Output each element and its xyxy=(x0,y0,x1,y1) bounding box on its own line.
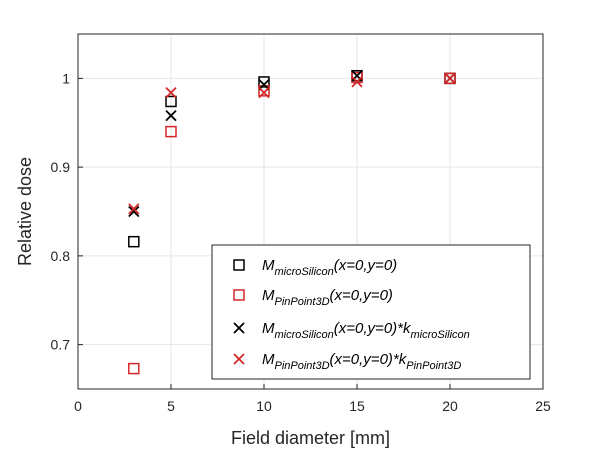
legend-marker-4 xyxy=(233,353,245,365)
data-points xyxy=(128,69,456,375)
legend-entry-3: MmicroSilicon(x=0,y=0)*kmicroSilicon xyxy=(262,320,470,341)
legend-text-main: M xyxy=(262,351,275,368)
x-axis-label: Field diameter [mm] xyxy=(231,428,390,448)
legend-entry-2: MPinPoint3D(x=0,y=0) xyxy=(262,287,393,308)
legend-marker-2 xyxy=(233,289,245,301)
x-tick-label: 15 xyxy=(349,398,365,414)
data-point-series-1 xyxy=(128,235,140,248)
legend-entry-4: MPinPoint3D(x=0,y=0)*kPinPoint3D xyxy=(262,351,461,372)
data-point-series-3 xyxy=(258,78,270,91)
y-tick-label: 1 xyxy=(62,70,70,86)
data-point-series-4 xyxy=(258,86,270,99)
axis-ticks: 0 5 10 15 20 25 0.7 0.8 0.9 1 xyxy=(51,70,551,414)
data-point-series-1 xyxy=(165,95,177,108)
legend-text-rest: (x=0,y=0) xyxy=(330,287,393,304)
y-tick-label: 0.9 xyxy=(51,159,71,175)
data-point-series-4 xyxy=(128,203,140,215)
data-point-series-3 xyxy=(128,205,140,218)
legend-text-main: M xyxy=(262,257,275,274)
x-tick-label: 10 xyxy=(256,398,272,414)
legend-text-main: M xyxy=(262,320,275,337)
legend: MmicroSilicon(x=0,y=0)MPinPoint3D(x=0,y=… xyxy=(211,244,531,380)
data-point-series-4 xyxy=(165,86,177,99)
legend-text-main: M xyxy=(262,287,275,304)
data-point-series-2 xyxy=(444,72,456,85)
data-point-series-2 xyxy=(165,125,177,138)
x-tick-label: 25 xyxy=(535,398,551,414)
legend-marker-1 xyxy=(233,259,245,271)
legend-text-sub2: PinPoint3D xyxy=(406,360,461,372)
legend-text-rest: (x=0,y=0) xyxy=(334,257,397,274)
data-point-series-4 xyxy=(351,76,363,88)
y-tick-label: 0.7 xyxy=(51,337,71,353)
legend-text-sub: PinPoint3D xyxy=(275,296,330,308)
y-tick-label: 0.8 xyxy=(51,248,71,264)
data-point-series-1 xyxy=(258,76,270,88)
data-point-series-2 xyxy=(128,362,140,375)
legend-marker-3 xyxy=(233,322,245,334)
legend-text-rest: (x=0,y=0)*k xyxy=(334,320,412,337)
legend-text-sub: PinPoint3D xyxy=(275,360,330,372)
y-axis-label: Relative dose xyxy=(15,157,35,266)
x-tick-label: 20 xyxy=(442,398,458,414)
legend-text-sub2: microSilicon xyxy=(411,329,470,341)
legend-entry-1: MmicroSilicon(x=0,y=0) xyxy=(262,257,397,278)
x-tick-label: 5 xyxy=(167,398,175,414)
legend-text-rest: (x=0,y=0)*k xyxy=(330,351,408,368)
x-tick-label: 0 xyxy=(74,398,82,414)
legend-box xyxy=(211,244,531,380)
data-point-series-3 xyxy=(165,110,177,122)
legend-text-sub: microSilicon xyxy=(275,266,334,278)
plot-frame xyxy=(77,33,544,390)
legend-text-sub: microSilicon xyxy=(275,329,334,341)
data-point-series-4 xyxy=(444,72,456,85)
